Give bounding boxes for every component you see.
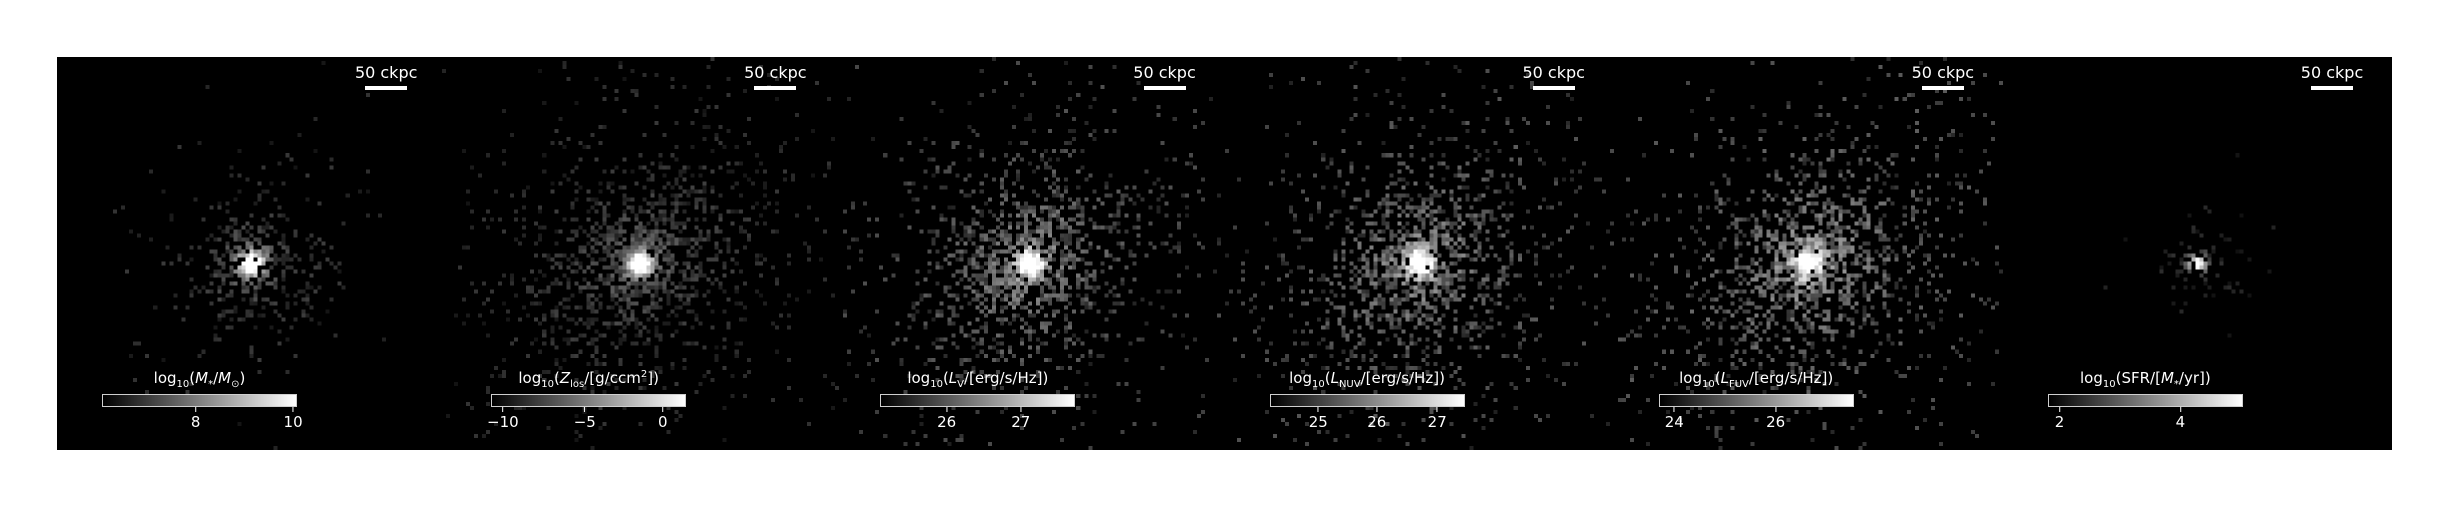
colorbar-gradient	[1269, 394, 1465, 407]
image-strip: 50 ckpc log10(M*/M⊙) 8 10 50 ckpc log10(Zlos/…	[57, 57, 2393, 450]
colorbar-tick-label: 8	[191, 407, 201, 431]
colorbar: log10(M*/M⊙) 8 10	[102, 369, 303, 431]
colorbar-tick-label: 24	[1665, 407, 1684, 431]
panel-sfr: 50 ckpc log10(SFR/[M*/yr]) 2 4	[2002, 57, 2393, 450]
colorbar-ticks: 8 10	[102, 407, 303, 431]
pixel-map-sfr	[2002, 57, 2393, 450]
colorbar: log10(LV/[erg/s/Hz]) 26 27	[880, 369, 1076, 431]
colorbar-tick-label: 27	[1011, 407, 1030, 431]
colorbar-label: log10(M*/M⊙)	[153, 369, 246, 390]
scale-bar-line	[365, 86, 408, 90]
pixel-map-nuv-luminosity	[1224, 57, 1614, 450]
colorbar-gradient	[1658, 394, 1854, 407]
colorbar-gradient	[2047, 394, 2243, 407]
scale-bar: 50 ckpc	[2292, 63, 2372, 90]
colorbar-gradient	[880, 394, 1076, 407]
colorbar: log10(Zlos/[g/ccm2]) −10 −5 0	[487, 369, 687, 431]
scale-bar-label: 50 ckpc	[2300, 63, 2364, 82]
scale-bar: 50 ckpc	[1125, 63, 1205, 90]
panel-nuv-luminosity: 50 ckpc log10(LNUV/[erg/s/Hz]) 25 26 27	[1224, 57, 1614, 450]
colorbar-label: log10(Zlos/[g/ccm2])	[518, 369, 659, 390]
colorbar: log10(LFUV/[erg/s/Hz]) 24 26	[1658, 369, 1854, 431]
scale-bar: 50 ckpc	[1514, 63, 1594, 90]
scale-bar: 50 ckpc	[1903, 63, 1983, 90]
pixel-map-fuv-luminosity	[1613, 57, 2003, 450]
scale-bar-label: 50 ckpc	[1911, 63, 1975, 82]
colorbar-tick-label: 10	[284, 407, 303, 431]
colorbar: log10(LNUV/[erg/s/Hz]) 25 26 27	[1269, 369, 1465, 431]
colorbar-tick-label: 2	[2055, 407, 2065, 431]
colorbar-ticks: 25 26 27	[1270, 407, 1465, 431]
colorbar-tick-label: 26	[1367, 407, 1386, 431]
scale-bar-line	[754, 86, 797, 90]
colorbar-tick-label: 25	[1309, 407, 1328, 431]
colorbar-ticks: −10 −5 0	[487, 407, 686, 431]
colorbar-ticks: 24 26	[1659, 407, 1854, 431]
scale-bar-line	[2311, 86, 2354, 90]
panel-v-luminosity: 50 ckpc log10(LV/[erg/s/Hz]) 26 27	[835, 57, 1225, 450]
colorbar-ticks: 26 27	[880, 407, 1075, 431]
colorbar-label: log10(SFR/[M*/yr])	[2080, 369, 2211, 390]
pixel-map-stellar-mass	[57, 57, 447, 450]
scale-bar-line	[1143, 86, 1186, 90]
colorbar-tick-label: −5	[574, 407, 596, 431]
colorbar: log10(SFR/[M*/yr]) 2 4	[2047, 369, 2243, 431]
scale-bar-line	[1532, 86, 1575, 90]
scale-bar-label: 50 ckpc	[354, 63, 418, 82]
colorbar-tick-label: −10	[487, 407, 519, 431]
colorbar-tick-label: 0	[658, 407, 668, 431]
colorbar-tick-label: 27	[1428, 407, 1447, 431]
colorbar-label: log10(LFUV/[erg/s/Hz])	[1679, 369, 1834, 390]
panel-metallicity: 50 ckpc log10(Zlos/[g/ccm2]) −10 −5 0	[446, 57, 836, 450]
pixel-map-metallicity	[446, 57, 836, 450]
scale-bar-label: 50 ckpc	[1133, 63, 1196, 82]
scale-bar-label: 50 ckpc	[1522, 63, 1585, 82]
scale-bar: 50 ckpc	[346, 63, 426, 90]
colorbar-gradient	[491, 394, 687, 407]
colorbar-label: log10(LV/[erg/s/Hz])	[907, 369, 1049, 390]
scale-bar: 50 ckpc	[735, 63, 815, 90]
colorbar-tick-label: 26	[1766, 407, 1785, 431]
colorbar-tick-label: 26	[937, 407, 956, 431]
colorbar-gradient	[102, 394, 297, 407]
panel-fuv-luminosity: 50 ckpc log10(LFUV/[erg/s/Hz]) 24 26	[1613, 57, 2003, 450]
panel-stellar-mass: 50 ckpc log10(M*/M⊙) 8 10	[57, 57, 447, 450]
colorbar-tick-label: 4	[2176, 407, 2186, 431]
colorbar-label: log10(LNUV/[erg/s/Hz])	[1289, 369, 1445, 390]
pixel-map-v-luminosity	[835, 57, 1225, 450]
scale-bar-label: 50 ckpc	[744, 63, 807, 82]
scale-bar-line	[1921, 86, 1964, 90]
